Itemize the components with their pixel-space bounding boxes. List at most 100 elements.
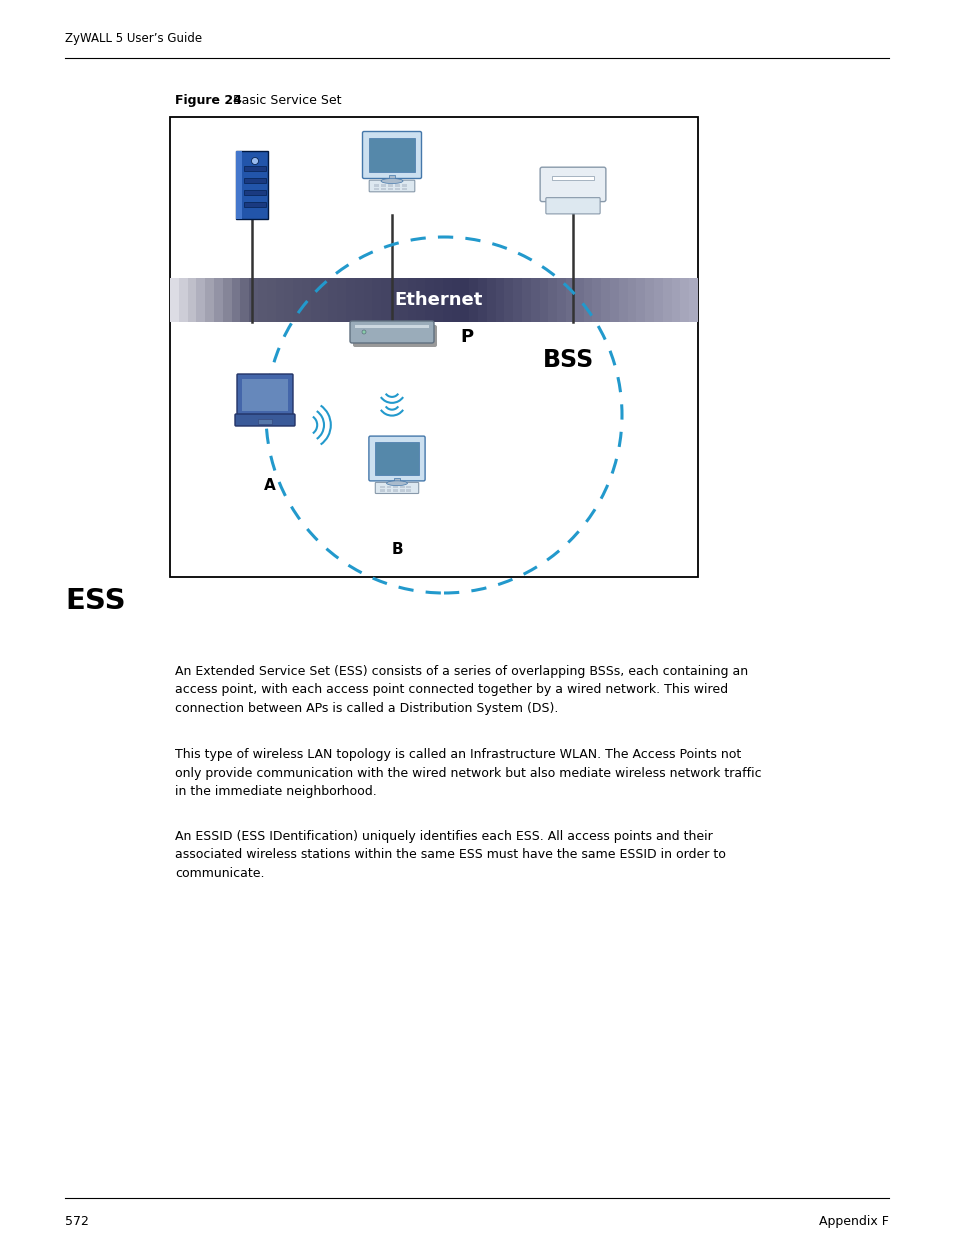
Bar — [565, 278, 575, 322]
Bar — [636, 278, 645, 322]
Bar — [275, 278, 285, 322]
Bar — [369, 138, 415, 172]
Bar — [460, 278, 469, 322]
Bar — [386, 489, 391, 492]
FancyBboxPatch shape — [375, 483, 418, 494]
FancyBboxPatch shape — [234, 414, 294, 426]
Bar — [170, 278, 179, 322]
Bar — [346, 278, 355, 322]
Bar — [477, 278, 487, 322]
Bar — [205, 278, 214, 322]
FancyBboxPatch shape — [369, 180, 415, 191]
Bar — [504, 278, 513, 322]
FancyBboxPatch shape — [353, 325, 436, 347]
Bar — [394, 478, 399, 483]
Bar — [513, 278, 522, 322]
Bar — [395, 184, 399, 186]
Circle shape — [252, 158, 258, 164]
Bar — [244, 203, 266, 207]
Bar — [257, 278, 267, 322]
Bar — [442, 278, 452, 322]
Bar — [451, 278, 460, 322]
Bar — [375, 442, 418, 474]
Bar — [399, 489, 404, 492]
Ellipse shape — [380, 179, 402, 184]
Text: An Extended Service Set (ESS) consists of a series of overlapping BSSs, each con: An Extended Service Set (ESS) consists o… — [174, 664, 747, 715]
Bar — [495, 278, 504, 322]
Bar — [551, 175, 594, 179]
Text: B: B — [391, 541, 402, 557]
Bar — [671, 278, 680, 322]
Text: ESS: ESS — [65, 587, 126, 615]
Bar — [395, 188, 399, 190]
Bar — [232, 278, 241, 322]
Bar — [379, 487, 384, 488]
Bar — [381, 278, 390, 322]
Bar — [196, 278, 206, 322]
FancyBboxPatch shape — [545, 198, 599, 214]
Bar — [249, 278, 258, 322]
Bar — [244, 178, 266, 183]
Bar — [257, 419, 272, 424]
Text: P: P — [460, 329, 473, 346]
Bar — [386, 487, 391, 488]
Bar — [530, 278, 539, 322]
Bar — [388, 188, 393, 190]
Bar — [328, 278, 337, 322]
Bar — [242, 379, 288, 411]
Text: BSS: BSS — [543, 348, 594, 372]
Bar — [355, 278, 364, 322]
Text: Figure 24: Figure 24 — [174, 94, 242, 107]
Bar — [311, 278, 320, 322]
Bar — [223, 278, 232, 322]
Text: Ethernet: Ethernet — [395, 291, 482, 309]
Bar — [178, 278, 188, 322]
Bar — [389, 175, 395, 182]
Bar — [284, 278, 294, 322]
Bar — [240, 278, 250, 322]
Bar — [609, 278, 618, 322]
Bar — [434, 278, 443, 322]
Text: Appendix F: Appendix F — [819, 1215, 888, 1228]
Bar — [401, 184, 407, 186]
Bar — [374, 184, 378, 186]
Bar — [416, 278, 425, 322]
Bar — [393, 489, 397, 492]
Text: 572: 572 — [65, 1215, 89, 1228]
Bar — [336, 278, 346, 322]
Bar — [583, 278, 592, 322]
Bar — [539, 278, 548, 322]
Bar — [244, 165, 266, 170]
Bar — [363, 278, 373, 322]
Text: Basic Service Set: Basic Service Set — [233, 94, 341, 107]
Bar — [170, 117, 698, 577]
Bar — [390, 278, 399, 322]
FancyBboxPatch shape — [362, 131, 421, 179]
Bar — [399, 487, 404, 488]
Bar — [425, 278, 434, 322]
Bar — [372, 278, 381, 322]
Bar — [406, 489, 411, 492]
Bar — [388, 184, 393, 186]
Ellipse shape — [386, 480, 407, 485]
Bar — [380, 184, 386, 186]
Bar — [393, 487, 397, 488]
Bar — [627, 278, 637, 322]
Bar — [398, 278, 408, 322]
Text: This type of wireless LAN topology is called an Infrastructure WLAN. The Access : This type of wireless LAN topology is ca… — [174, 748, 760, 798]
FancyBboxPatch shape — [369, 436, 425, 480]
Bar — [374, 188, 378, 190]
Bar — [235, 151, 268, 219]
Bar — [469, 278, 478, 322]
Bar — [244, 190, 266, 195]
Bar — [575, 278, 583, 322]
Text: An ESSID (ESS IDentification) uniquely identifies each ESS. All access points an: An ESSID (ESS IDentification) uniquely i… — [174, 830, 725, 881]
FancyBboxPatch shape — [350, 321, 434, 343]
Bar — [644, 278, 654, 322]
Bar — [548, 278, 558, 322]
Bar — [267, 278, 275, 322]
Bar — [688, 278, 698, 322]
Bar — [355, 325, 429, 329]
Bar — [600, 278, 610, 322]
Circle shape — [361, 330, 366, 333]
